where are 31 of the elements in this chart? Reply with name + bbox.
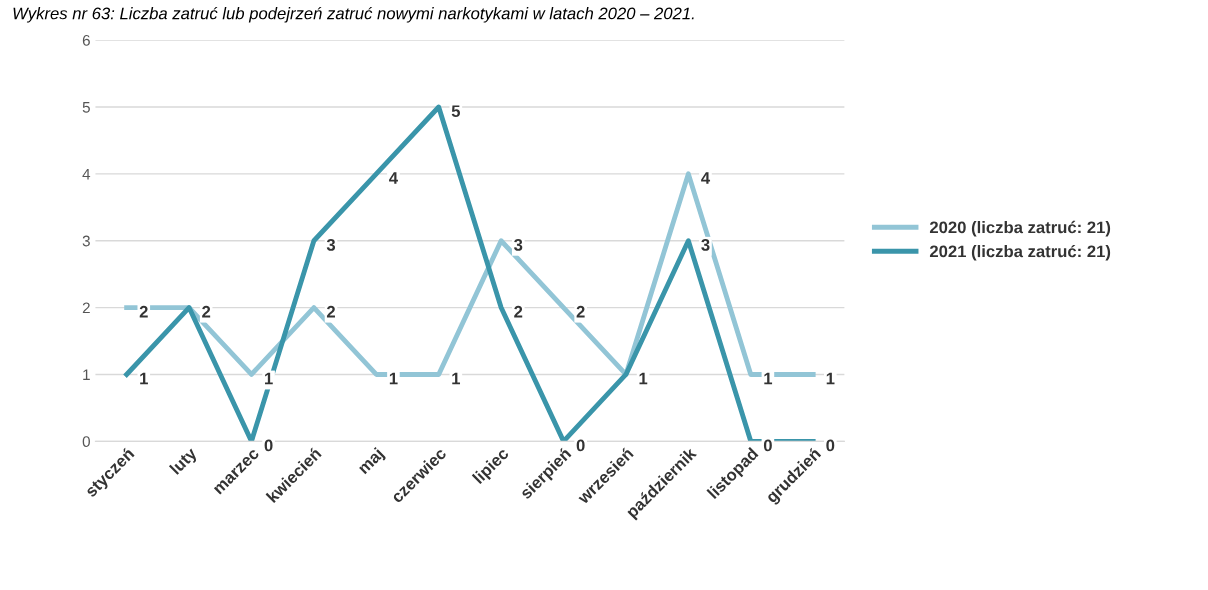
y-tick-label: 3 (82, 235, 90, 247)
data-label: 1 (265, 372, 273, 385)
data-label: 1 (639, 372, 648, 385)
x-tick-label: luty (168, 446, 200, 478)
y-tick-label: 0 (82, 436, 90, 448)
data-label: 2 (139, 305, 148, 318)
data-label: 5 (451, 105, 461, 118)
data-label: 2 (514, 305, 523, 318)
data-label: 1 (140, 372, 148, 385)
data-label: 1 (764, 372, 773, 385)
data-label: 2 (202, 305, 211, 318)
data-label: 2 (576, 305, 585, 318)
y-tick-label: 5 (82, 102, 90, 113)
x-tick-label: maj (356, 447, 387, 477)
chart-title: Wykres nr 63: Liczba zatruć lub podejrzeń zatruć nowymi narkotykami w latach 2020 – 2021. (13, 6, 694, 23)
data-label: 0 (826, 439, 835, 452)
legend-label: 2020 (liczba zatruć: 21) (929, 220, 1111, 237)
y-tick-label: 2 (82, 302, 90, 314)
data-label: 1 (389, 372, 398, 385)
data-label: 3 (326, 238, 336, 251)
data-label: 4 (389, 172, 398, 184)
data-label: 3 (514, 238, 523, 251)
data-label: 2 (326, 305, 335, 318)
y-tick-label: 6 (82, 34, 90, 46)
data-label: 1 (826, 372, 835, 385)
data-label: 4 (701, 172, 711, 184)
y-tick-label: 4 (82, 168, 91, 180)
data-label: 1 (452, 372, 461, 385)
legend-label: 2021 (liczba zatruć: 21) (929, 244, 1111, 261)
y-tick-label: 1 (83, 369, 90, 380)
data-label: 3 (701, 238, 710, 251)
